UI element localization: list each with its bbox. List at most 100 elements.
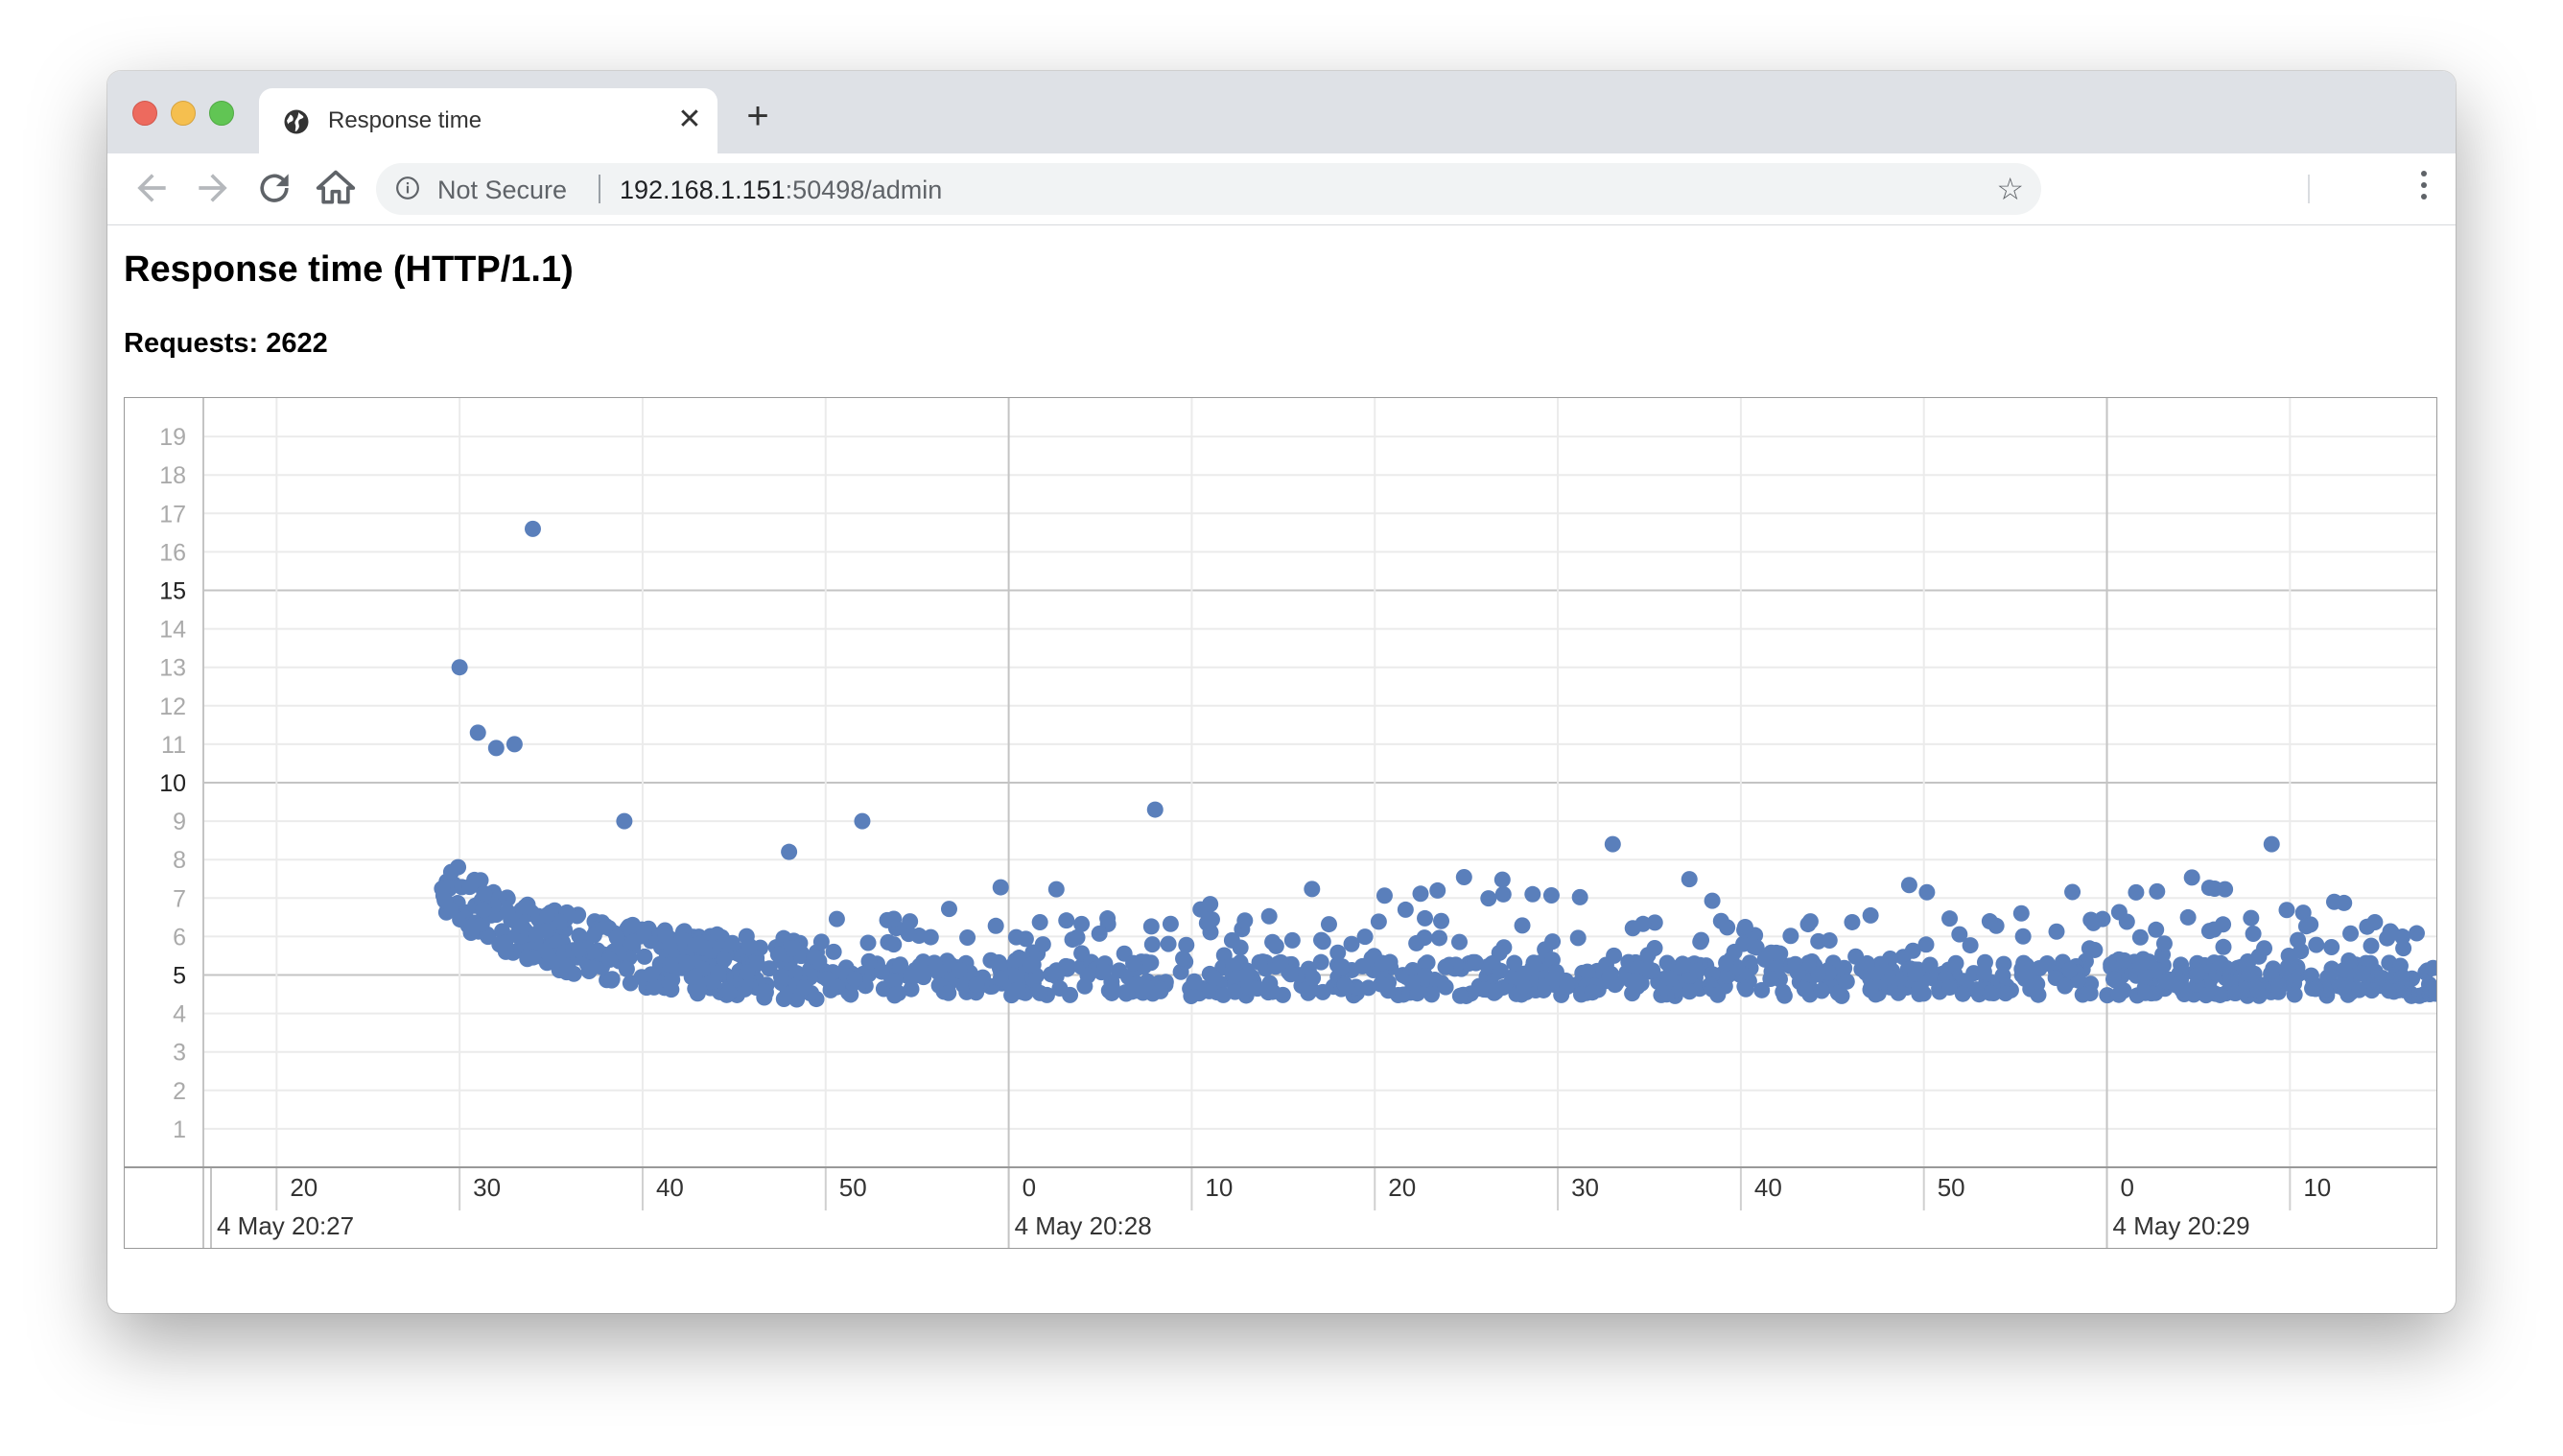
data-point[interactable] bbox=[1433, 912, 1450, 929]
data-point[interactable] bbox=[2157, 973, 2175, 990]
data-point[interactable] bbox=[1624, 920, 1641, 937]
data-point[interactable] bbox=[2030, 986, 2047, 1003]
data-point[interactable] bbox=[1941, 910, 1959, 928]
data-point[interactable] bbox=[506, 736, 523, 753]
data-point[interactable] bbox=[1494, 885, 1512, 903]
data-point[interactable] bbox=[2263, 965, 2280, 982]
data-point[interactable] bbox=[686, 968, 703, 985]
data-point[interactable] bbox=[646, 978, 663, 996]
data-point[interactable] bbox=[1125, 954, 1142, 972]
back-arrow-icon[interactable] bbox=[130, 167, 173, 209]
data-point[interactable] bbox=[1748, 939, 1765, 956]
data-point[interactable] bbox=[1624, 985, 1641, 1002]
data-point[interactable] bbox=[1488, 983, 1505, 1000]
data-point[interactable] bbox=[583, 960, 600, 977]
data-point[interactable] bbox=[1186, 973, 1203, 990]
data-point[interactable] bbox=[665, 956, 682, 974]
data-point[interactable] bbox=[940, 901, 957, 918]
data-point[interactable] bbox=[1799, 954, 1817, 972]
data-point[interactable] bbox=[992, 879, 1009, 896]
data-point[interactable] bbox=[1076, 977, 1093, 995]
data-point[interactable] bbox=[1451, 987, 1469, 1004]
data-point[interactable] bbox=[987, 917, 1004, 934]
data-point[interactable] bbox=[2215, 938, 2232, 955]
data-point[interactable] bbox=[2241, 966, 2258, 983]
data-point[interactable] bbox=[1571, 888, 1588, 905]
data-point[interactable] bbox=[1829, 984, 1846, 1001]
data-point[interactable] bbox=[1544, 933, 1562, 951]
data-point[interactable] bbox=[1975, 963, 1992, 980]
data-point[interactable] bbox=[2116, 951, 2133, 969]
data-point[interactable] bbox=[499, 904, 516, 921]
data-point[interactable] bbox=[2308, 936, 2325, 953]
data-point[interactable] bbox=[1753, 981, 1771, 998]
data-point[interactable] bbox=[1408, 934, 1425, 951]
data-point[interactable] bbox=[1099, 910, 1117, 928]
reload-icon[interactable] bbox=[253, 167, 295, 209]
data-point[interactable] bbox=[1516, 965, 1533, 982]
data-point[interactable] bbox=[434, 880, 451, 897]
data-point[interactable] bbox=[1709, 986, 1727, 1003]
data-point[interactable] bbox=[885, 936, 903, 953]
data-point[interactable] bbox=[1718, 954, 1735, 972]
data-point[interactable] bbox=[1314, 933, 1331, 951]
data-point[interactable] bbox=[2137, 969, 2154, 986]
data-point[interactable] bbox=[1091, 925, 1108, 942]
data-point[interactable] bbox=[624, 933, 642, 951]
data-point[interactable] bbox=[643, 966, 660, 983]
data-point[interactable] bbox=[2383, 924, 2400, 941]
data-point[interactable] bbox=[1175, 950, 1192, 967]
data-point[interactable] bbox=[900, 926, 917, 943]
data-point[interactable] bbox=[1493, 871, 1511, 888]
data-point[interactable] bbox=[818, 971, 835, 988]
data-point[interactable] bbox=[603, 972, 621, 989]
url-text[interactable]: 192.168.1.151:50498/admin bbox=[620, 176, 942, 205]
data-point[interactable] bbox=[1455, 868, 1472, 885]
data-point[interactable] bbox=[1429, 881, 1446, 899]
data-point[interactable] bbox=[1103, 978, 1120, 996]
data-point[interactable] bbox=[2081, 985, 2099, 1002]
data-point[interactable] bbox=[1214, 986, 1232, 1003]
data-point[interactable] bbox=[990, 953, 1007, 971]
data-point[interactable] bbox=[2131, 928, 2149, 946]
data-point[interactable] bbox=[2302, 967, 2319, 984]
data-point[interactable] bbox=[1152, 982, 1169, 999]
data-point[interactable] bbox=[1423, 986, 1441, 1003]
data-point[interactable] bbox=[2205, 921, 2222, 938]
data-point[interactable] bbox=[2342, 925, 2360, 942]
data-point[interactable] bbox=[1904, 942, 1921, 959]
data-point[interactable] bbox=[1542, 886, 1560, 904]
data-point[interactable] bbox=[2057, 977, 2074, 995]
data-point[interactable] bbox=[720, 984, 738, 1001]
data-point[interactable] bbox=[1236, 912, 1254, 929]
data-point[interactable] bbox=[539, 906, 556, 924]
data-point[interactable] bbox=[2148, 921, 2165, 938]
data-point[interactable] bbox=[513, 917, 530, 934]
data-point[interactable] bbox=[2374, 970, 2391, 987]
data-point[interactable] bbox=[739, 964, 756, 981]
data-point[interactable] bbox=[1844, 913, 1861, 930]
data-point[interactable] bbox=[537, 942, 554, 959]
data-point[interactable] bbox=[2128, 883, 2145, 901]
data-point[interactable] bbox=[1095, 963, 1113, 980]
data-point[interactable] bbox=[517, 898, 534, 915]
data-point[interactable] bbox=[1073, 915, 1091, 932]
data-point[interactable] bbox=[1043, 966, 1060, 983]
data-point[interactable] bbox=[1430, 929, 1447, 947]
data-point[interactable] bbox=[2263, 835, 2280, 853]
data-point[interactable] bbox=[2149, 882, 2166, 900]
data-point[interactable] bbox=[2099, 987, 2116, 1004]
tab-close-icon[interactable]: ✕ bbox=[677, 104, 702, 135]
data-point[interactable] bbox=[825, 943, 842, 960]
data-point[interactable] bbox=[1264, 933, 1282, 951]
data-point[interactable] bbox=[1917, 936, 1935, 953]
data-point[interactable] bbox=[1658, 954, 1676, 972]
data-point[interactable] bbox=[1160, 935, 1177, 952]
data-point[interactable] bbox=[2336, 894, 2353, 911]
data-point[interactable] bbox=[664, 971, 681, 988]
data-point[interactable] bbox=[622, 975, 639, 992]
data-point[interactable] bbox=[461, 879, 479, 896]
data-point[interactable] bbox=[1047, 881, 1065, 898]
data-point[interactable] bbox=[1789, 964, 1806, 981]
data-point[interactable] bbox=[1835, 960, 1852, 977]
